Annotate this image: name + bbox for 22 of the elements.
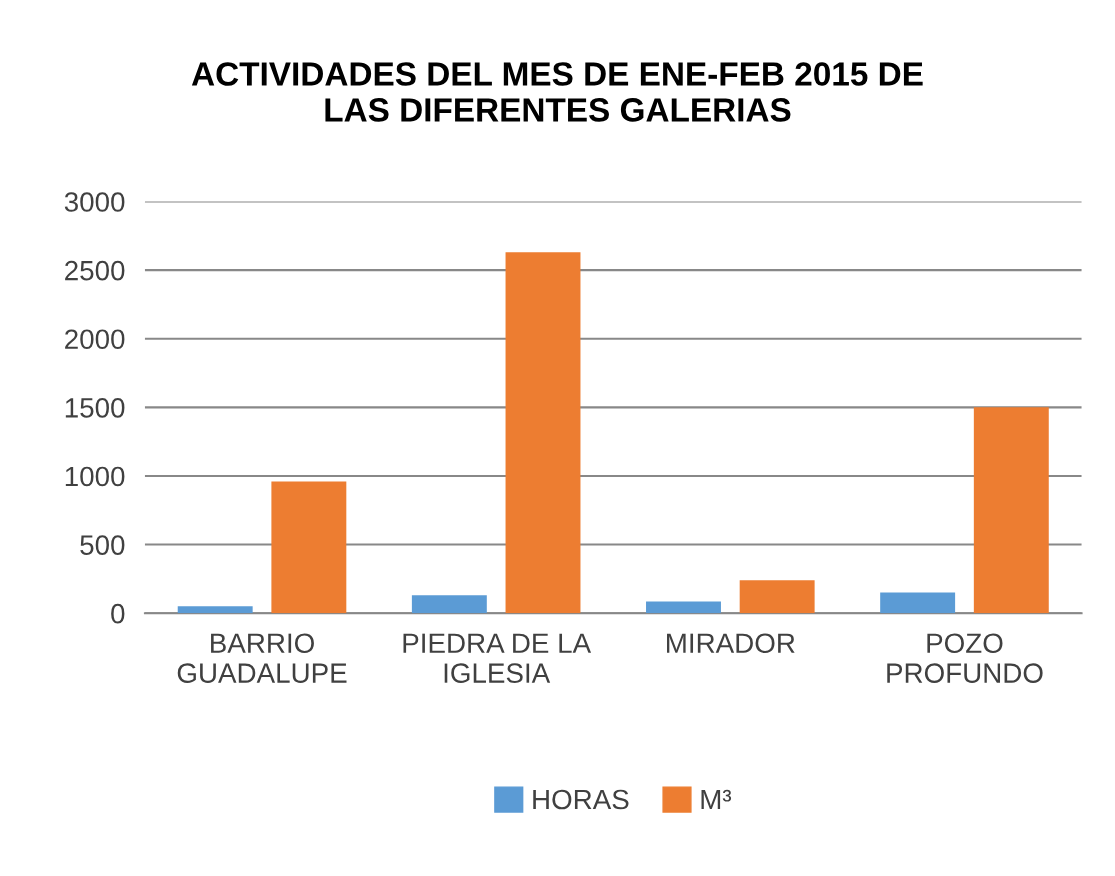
bar bbox=[880, 592, 956, 614]
x-tick-label: PIEDRA DE LA IGLESIA bbox=[403, 633, 592, 683]
bar bbox=[271, 481, 347, 614]
y-tick-label: 500 bbox=[80, 535, 125, 555]
legend-label: M³ bbox=[701, 789, 732, 810]
y-tick-label: 2500 bbox=[65, 260, 125, 281]
bar bbox=[646, 601, 721, 614]
bar bbox=[973, 407, 1049, 614]
x-tick-label: POZO PROFUNDO bbox=[887, 633, 1043, 683]
bar bbox=[177, 606, 253, 614]
bar bbox=[739, 580, 815, 614]
bar bbox=[505, 252, 581, 614]
y-tick-label: 0 bbox=[111, 603, 125, 624]
y-tick-label: 3000 bbox=[64, 192, 125, 212]
legend-label: HORAS bbox=[533, 789, 629, 810]
x-tick-label: MIRADOR bbox=[667, 633, 795, 654]
x-tick-label: BARRIO GUADALUPE bbox=[177, 633, 347, 683]
chart-title: ACTIVIDADES DEL MES DE ENE-FEB 2015 DE LAS DIFERENTES GALERIAS bbox=[191, 62, 923, 122]
y-tick-label: 2000 bbox=[65, 329, 125, 350]
y-tick-label: 1500 bbox=[65, 398, 125, 418]
y-tick-label: 1000 bbox=[65, 466, 125, 487]
bar bbox=[411, 595, 487, 614]
